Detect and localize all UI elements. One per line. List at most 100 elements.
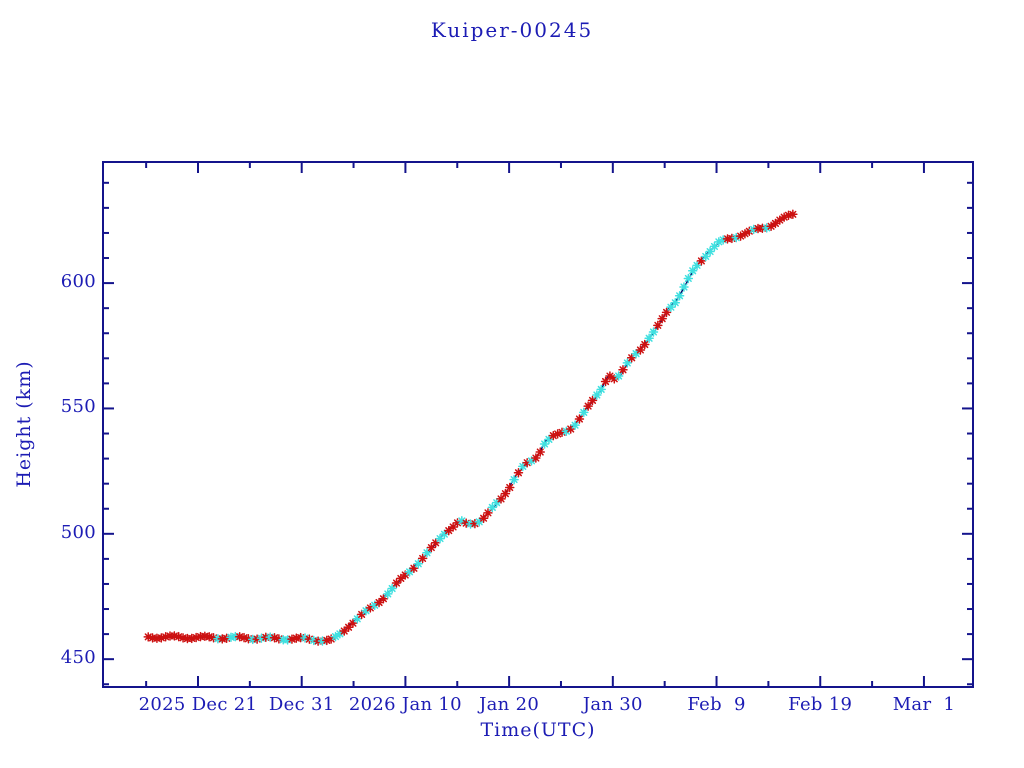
red-asterisk-marker (775, 215, 785, 225)
red-asterisk-marker (221, 633, 232, 643)
cyan-asterisk-marker (613, 371, 624, 381)
cyan-asterisk-marker (422, 548, 432, 558)
red-asterisk-marker (274, 634, 284, 644)
cyan-asterisk-marker (670, 297, 681, 308)
cyan-asterisk-marker (731, 232, 741, 243)
cyan-asterisk-marker (709, 241, 720, 252)
cyan-asterisk-marker (387, 583, 397, 594)
x-tick-label: Feb 19 (788, 694, 853, 715)
red-asterisk-marker (735, 231, 746, 241)
red-asterisk-marker (783, 210, 794, 220)
red-asterisk-marker (552, 429, 563, 439)
cyan-asterisk-marker (457, 516, 467, 526)
y-tick-label: 500 (60, 521, 96, 543)
x-tick-label: Mar 1 (892, 694, 956, 715)
red-asterisk-marker (461, 518, 471, 528)
red-asterisk-marker (779, 212, 789, 222)
cyan-asterisk-marker (539, 439, 550, 449)
red-asterisk-marker (653, 320, 663, 331)
cyan-asterisk-marker (622, 358, 633, 368)
cyan-asterisk-marker (705, 246, 715, 257)
red-asterisk-marker (535, 447, 545, 457)
y-tick-label: 550 (60, 396, 96, 418)
cyan-asterisk-marker (487, 502, 498, 513)
cyan-asterisk-marker (692, 260, 702, 271)
red-asterisk-marker (770, 218, 781, 229)
x-tick-label: 2025 Dec 21 (138, 694, 258, 715)
red-asterisk-marker (500, 488, 511, 499)
red-asterisk-marker (169, 631, 180, 641)
cyan-asterisk-marker (648, 327, 659, 337)
cyan-asterisk-marker (282, 635, 293, 645)
cyan-asterisk-marker (700, 251, 711, 262)
plot-frame (102, 161, 974, 688)
red-asterisk-marker (522, 457, 532, 468)
cyan-asterisk-marker (369, 600, 380, 610)
red-asterisk-marker (635, 345, 646, 355)
red-asterisk-marker (378, 593, 389, 604)
x-tick-label: Feb 9 (687, 694, 746, 715)
red-asterisk-marker (727, 233, 737, 244)
red-asterisk-marker (657, 313, 667, 324)
red-asterisk-marker (618, 364, 628, 375)
red-asterisk-marker (430, 538, 441, 548)
cyan-asterisk-marker (666, 302, 676, 312)
red-asterisk-marker (496, 494, 506, 504)
x-tick-label: Jan 30 (582, 694, 643, 715)
cyan-asterisk-marker (474, 517, 484, 527)
red-asterisk-marker (252, 634, 262, 644)
cyan-asterisk-marker (679, 282, 689, 292)
cyan-asterisk-marker (674, 291, 685, 301)
red-asterisk-marker (548, 430, 559, 441)
red-asterisk-marker (343, 622, 354, 632)
cyan-asterisk-marker (748, 224, 759, 235)
cyan-asterisk-marker (596, 384, 606, 395)
cyan-asterisk-marker (683, 273, 694, 284)
red-asterisk-marker (452, 518, 463, 528)
red-asterisk-marker (187, 633, 197, 644)
cyan-asterisk-marker (335, 629, 345, 639)
cyan-asterisk-marker (330, 631, 341, 642)
red-asterisk-marker (400, 570, 410, 580)
cyan-asterisk-marker (491, 497, 502, 508)
red-asterisk-marker (287, 634, 297, 644)
red-asterisk-marker (766, 221, 776, 232)
red-asterisk-marker (448, 522, 458, 532)
cyan-asterisk-marker (592, 390, 602, 400)
red-asterisk-marker (513, 467, 524, 478)
red-asterisk-marker (356, 609, 367, 620)
red-asterisk-marker (574, 414, 585, 424)
red-asterisk-marker (326, 634, 336, 644)
red-asterisk-marker (348, 618, 358, 628)
cyan-asterisk-marker (714, 237, 724, 247)
cyan-asterisk-marker (561, 426, 572, 437)
red-asterisk-marker (587, 395, 598, 406)
cyan-asterisk-marker (579, 407, 589, 418)
cyan-asterisk-marker (544, 434, 554, 445)
cyan-asterisk-marker (413, 559, 424, 569)
x-tick-label: 2026 Jan 10 (348, 694, 462, 715)
cyan-asterisk-marker (404, 567, 415, 577)
height-curve (148, 213, 795, 642)
red-asterisk-marker (156, 633, 167, 643)
red-asterisk-marker (178, 633, 188, 643)
red-asterisk-marker (365, 603, 376, 613)
red-asterisk-marker (204, 632, 214, 642)
cyan-asterisk-marker (383, 589, 393, 599)
red-asterisk-marker (504, 482, 515, 493)
red-asterisk-marker (191, 632, 201, 643)
cyan-asterisk-marker (631, 348, 641, 359)
red-asterisk-marker (339, 626, 349, 636)
red-asterisk-marker (304, 634, 315, 644)
cyan-asterisk-marker (718, 235, 728, 245)
red-asterisk-marker (661, 307, 672, 318)
red-asterisk-marker (744, 226, 755, 236)
x-axis-title: Time(UTC) (480, 719, 596, 741)
red-asterisk-marker (470, 518, 480, 529)
red-asterisk-marker (391, 578, 402, 588)
red-asterisk-marker (409, 563, 419, 573)
cyan-asterisk-marker (439, 529, 450, 539)
cyan-asterisk-marker (352, 614, 363, 624)
cyan-asterisk-marker (509, 474, 519, 485)
